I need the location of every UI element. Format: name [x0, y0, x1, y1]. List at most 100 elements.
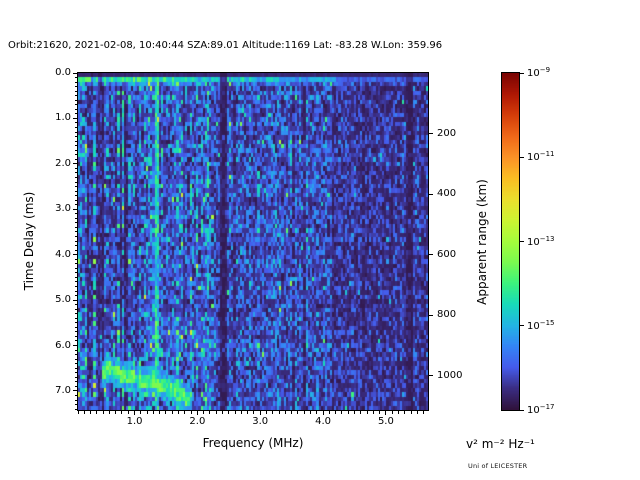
y-tick-label: 2.0	[55, 157, 71, 169]
x-minor-tick	[372, 411, 374, 414]
x-minor-tick	[77, 411, 79, 414]
y-minor-tick	[74, 213, 77, 215]
y-minor-tick	[74, 145, 77, 147]
x-minor-tick	[416, 411, 418, 414]
x-minor-tick	[115, 411, 117, 414]
x-minor-tick	[360, 411, 362, 414]
x-minor-tick	[108, 411, 110, 414]
y-minor-tick	[74, 176, 77, 178]
y-minor-tick	[74, 181, 77, 183]
colorbar-unit-label: v² m⁻² Hz⁻¹	[466, 437, 535, 451]
y-minor-tick	[74, 376, 77, 378]
x-minor-tick	[222, 411, 224, 414]
y-minor-tick	[74, 358, 77, 360]
y2-tick-label: 600	[437, 248, 457, 260]
plot-title: Orbit:21620, 2021-02-08, 10:40:44 SZA:89…	[8, 40, 443, 51]
x-tick-label: 3.0	[252, 416, 269, 427]
x-tick-label: 5.0	[377, 416, 394, 427]
y-minor-tick	[74, 77, 77, 79]
y-tick	[73, 72, 77, 74]
x-minor-tick	[90, 411, 92, 414]
y-minor-tick	[74, 127, 77, 128]
y-minor-tick	[74, 363, 77, 365]
x-minor-tick	[379, 411, 381, 414]
x-minor-tick	[209, 411, 211, 414]
y-minor-tick	[74, 240, 77, 242]
y-minor-tick	[74, 367, 77, 369]
x-minor-tick	[215, 411, 217, 414]
y-minor-tick	[74, 231, 77, 233]
x-minor-tick	[366, 411, 368, 414]
y2-tick-label: 400	[437, 188, 457, 200]
x-minor-tick	[253, 411, 255, 414]
y-minor-tick	[74, 404, 77, 406]
y-minor-tick	[74, 295, 77, 297]
y-minor-tick	[74, 245, 77, 247]
x-minor-tick	[152, 411, 154, 414]
x-tick	[385, 411, 387, 415]
y-tick	[73, 345, 77, 346]
y-tick-label: 1.0	[55, 112, 71, 124]
y-tick-label: 5.0	[55, 294, 71, 306]
y-minor-tick	[74, 136, 77, 138]
x-minor-tick	[316, 411, 318, 414]
x-minor-tick	[272, 411, 274, 414]
x-minor-tick	[96, 411, 98, 414]
x-minor-tick	[127, 411, 129, 414]
y2-axis-label: Apparent range (km)	[475, 179, 489, 305]
credit-text: Uni of LEICESTER	[468, 462, 528, 470]
colorbar-tick-label: 10−13	[527, 234, 555, 248]
colorbar-tick	[520, 325, 524, 327]
x-axis-label: Frequency (MHz)	[202, 436, 304, 450]
colorbar-tick-label: 10−15	[527, 318, 555, 332]
y2-tick-label: 200	[437, 127, 457, 139]
ionogram-heatmap	[78, 73, 428, 410]
colorbar-tick	[520, 72, 524, 74]
y2-tick-label: 800	[437, 309, 457, 321]
y-minor-tick	[74, 285, 77, 287]
x-minor-tick	[404, 411, 406, 414]
y-minor-tick	[74, 394, 77, 396]
y-minor-tick	[74, 399, 77, 401]
y-tick-label: 4.0	[55, 248, 71, 260]
y-minor-tick	[74, 222, 77, 224]
y-minor-tick	[74, 308, 77, 310]
x-minor-tick	[410, 411, 412, 414]
y-minor-tick	[74, 340, 77, 342]
y-minor-tick	[74, 186, 77, 188]
y-minor-tick	[74, 381, 77, 383]
y-minor-tick	[74, 158, 77, 160]
y-minor-tick	[74, 349, 77, 351]
colorbar-tick	[520, 241, 524, 242]
x-minor-tick	[240, 411, 242, 414]
x-minor-tick	[328, 411, 330, 414]
x-tick-label: 1.0	[126, 416, 143, 427]
y-axis-label: Time Delay (ms)	[22, 191, 36, 291]
y-tick	[73, 163, 77, 165]
colorbar-tick-label: 10−11	[527, 150, 555, 164]
x-minor-tick	[203, 411, 205, 414]
x-minor-tick	[121, 411, 123, 414]
x-minor-tick	[247, 411, 249, 414]
x-minor-tick	[391, 411, 393, 414]
y-minor-tick	[74, 199, 77, 201]
y-minor-tick	[74, 276, 77, 278]
x-minor-tick	[266, 411, 267, 414]
y-minor-tick	[74, 335, 77, 337]
y-minor-tick	[74, 249, 77, 251]
x-minor-tick	[397, 411, 399, 414]
y-minor-tick	[74, 258, 77, 260]
x-minor-tick	[423, 411, 425, 414]
y2-tick	[429, 314, 433, 316]
y-minor-tick	[74, 172, 77, 174]
x-minor-tick	[165, 411, 167, 414]
x-minor-tick	[278, 411, 280, 414]
y-minor-tick	[74, 236, 77, 237]
y-minor-tick	[74, 331, 77, 333]
y-minor-tick	[74, 154, 77, 156]
x-tick-label: 2.0	[189, 416, 206, 427]
y2-tick	[429, 375, 433, 377]
y-tick	[73, 299, 77, 301]
x-tick	[322, 411, 324, 415]
y-minor-tick	[74, 86, 77, 88]
